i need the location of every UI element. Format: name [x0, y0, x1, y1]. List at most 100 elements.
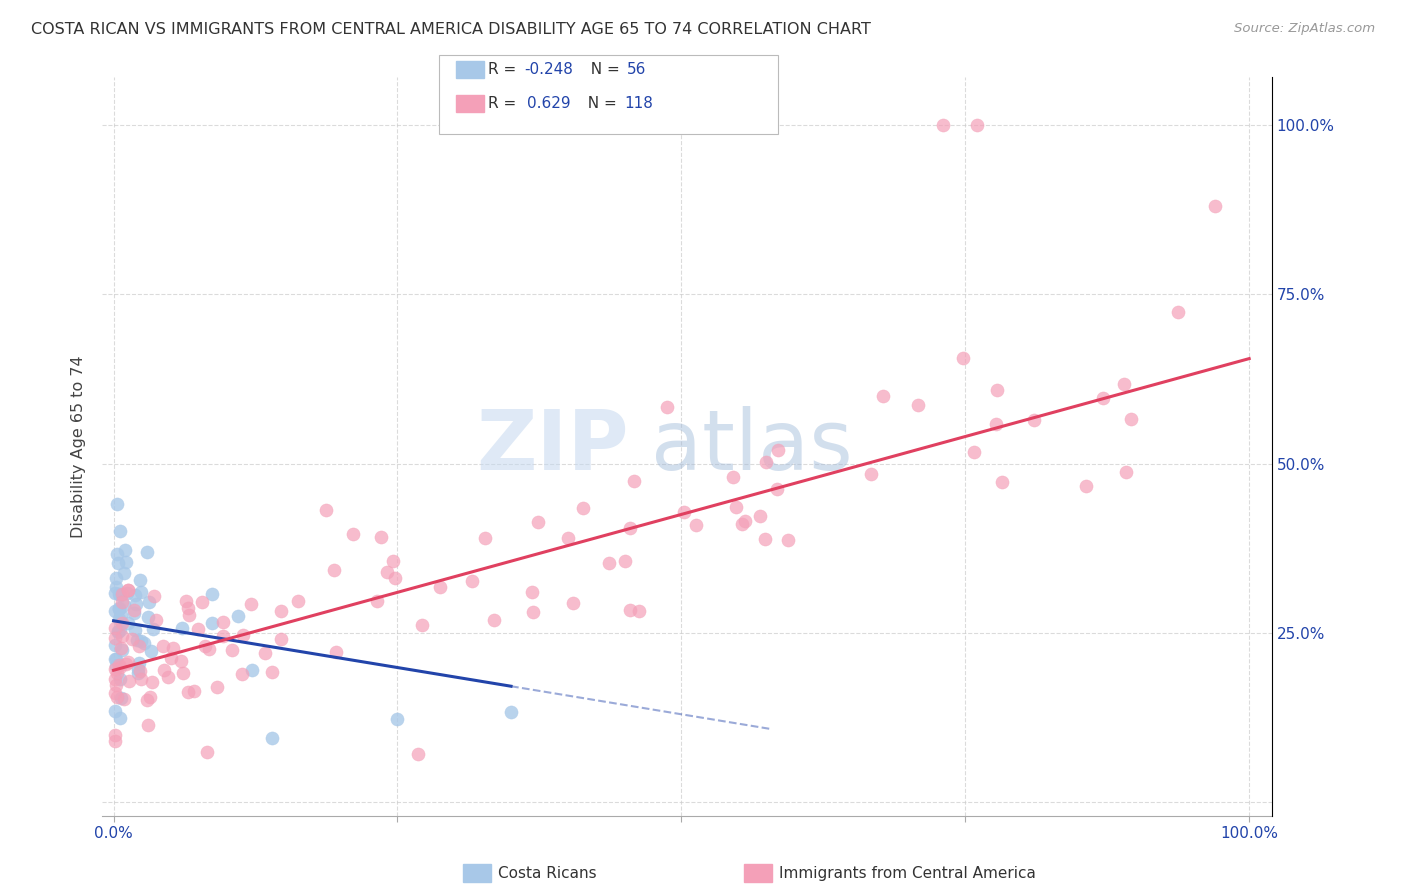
Point [136, 693, 159, 707]
Point [315, 503, 337, 517]
Point [108, 659, 131, 673]
Point [952, 351, 974, 365]
Point [1204, 199, 1226, 213]
Point [195, 745, 218, 759]
Point [117, 615, 139, 630]
Text: COSTA RICAN VS IMMIGRANTS FROM CENTRAL AMERICA DISABILITY AGE 65 TO 74 CORRELATI: COSTA RICAN VS IMMIGRANTS FROM CENTRAL A… [31, 22, 870, 37]
Point [124, 597, 146, 611]
Point [136, 544, 159, 558]
Point [107, 557, 129, 571]
Point [240, 597, 263, 611]
Point [115, 657, 138, 672]
Point [115, 555, 138, 569]
Point [104, 704, 127, 718]
Point [117, 582, 139, 597]
Point [162, 640, 184, 655]
Text: -0.248: -0.248 [524, 62, 574, 77]
Point [104, 586, 127, 600]
Point [128, 640, 150, 654]
Point [145, 614, 167, 628]
Point [731, 517, 754, 532]
Point [136, 718, 159, 732]
Point [527, 515, 550, 529]
Point [111, 629, 134, 643]
Point [183, 683, 205, 698]
Point [136, 610, 159, 624]
Point [104, 652, 127, 666]
Point [766, 482, 789, 496]
Point [366, 593, 388, 607]
Point [226, 609, 249, 624]
Point [152, 639, 174, 653]
Point [105, 548, 128, 562]
Point [520, 585, 543, 599]
Point [561, 596, 583, 610]
Point [129, 633, 152, 648]
Point [685, 518, 707, 533]
Point [121, 632, 143, 646]
Point [172, 666, 194, 681]
Point [859, 467, 882, 481]
Point [104, 632, 127, 646]
Point [104, 728, 127, 742]
Point [117, 586, 139, 600]
Point [1121, 412, 1143, 426]
Point [387, 712, 409, 726]
Point [254, 646, 277, 660]
Point [342, 526, 364, 541]
Point [240, 663, 263, 677]
Text: ZIP: ZIP [477, 406, 628, 487]
Point [375, 565, 398, 579]
Text: R =: R = [488, 62, 522, 77]
Point [105, 497, 128, 511]
Point [110, 524, 132, 539]
Point [160, 650, 183, 665]
Point [201, 615, 224, 630]
Point [139, 644, 162, 658]
Point [598, 556, 620, 570]
Point [232, 628, 254, 642]
Point [108, 588, 131, 602]
Point [221, 643, 243, 657]
Point [406, 747, 429, 761]
Point [1024, 413, 1046, 427]
Point [1076, 479, 1098, 493]
Point [724, 500, 747, 515]
Point [499, 705, 522, 719]
Point [108, 612, 131, 626]
Point [194, 639, 217, 653]
Point [104, 686, 127, 700]
Point [174, 593, 197, 607]
Point [187, 622, 209, 636]
Point [262, 731, 284, 746]
Point [111, 587, 134, 601]
Point [124, 588, 146, 602]
Point [482, 613, 505, 627]
Point [613, 554, 636, 568]
Point [124, 623, 146, 637]
Point [124, 606, 146, 620]
Point [129, 665, 152, 679]
Point [177, 607, 200, 622]
Point [474, 531, 496, 545]
Point [114, 542, 136, 557]
Point [754, 533, 776, 547]
Point [139, 690, 162, 704]
Point [212, 615, 235, 629]
Point [176, 685, 198, 699]
Point [766, 442, 789, 457]
Point [117, 655, 139, 669]
Point [963, 445, 986, 459]
Point [156, 671, 179, 685]
Point [655, 400, 678, 414]
Point [721, 469, 744, 483]
Point [112, 566, 135, 580]
Point [205, 680, 228, 694]
Point [169, 654, 191, 668]
Point [429, 580, 451, 594]
Point [127, 665, 149, 680]
Text: 56: 56 [627, 62, 647, 77]
Point [177, 600, 200, 615]
Point [191, 595, 214, 609]
Point [986, 417, 1008, 432]
